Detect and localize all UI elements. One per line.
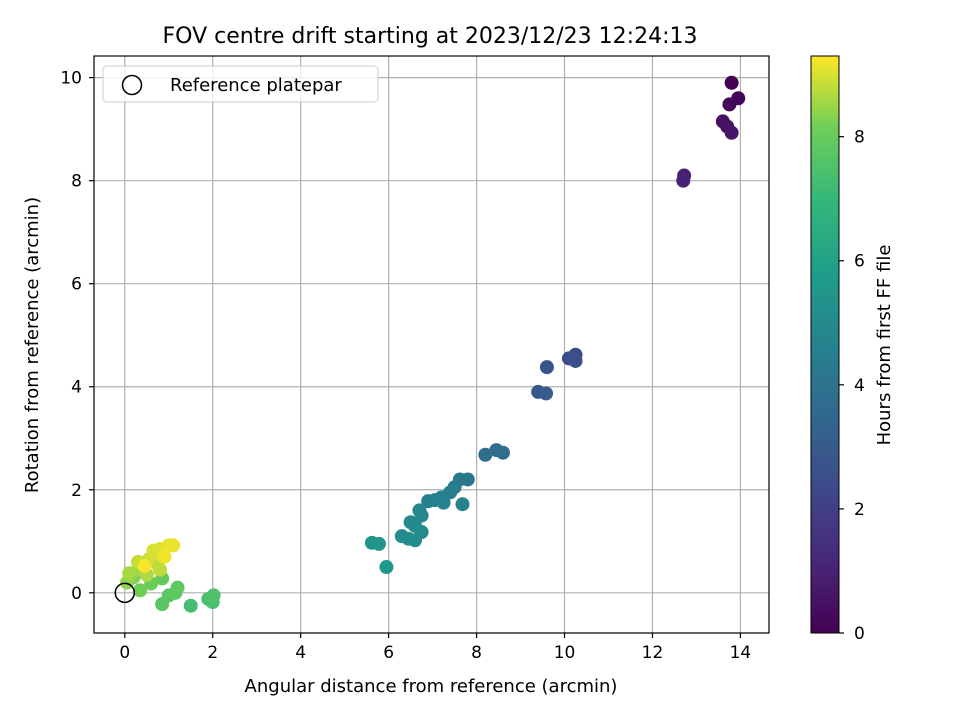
chart-title: FOV centre drift starting at 2023/12/23 … xyxy=(163,24,698,49)
scatter-point xyxy=(371,536,386,551)
scatter-point xyxy=(539,386,554,401)
scatter-point xyxy=(183,598,198,613)
scatter-point xyxy=(137,559,152,574)
y-axis-label: Rotation from reference (arcmin) xyxy=(22,197,43,493)
scatter-point xyxy=(157,549,172,564)
scatter-point xyxy=(206,588,221,603)
scatter-point xyxy=(421,494,436,509)
scatter-point xyxy=(722,97,737,112)
x-axis-ticks: 0 2 4 6 8 10 12 14 xyxy=(119,633,751,663)
reference-marker xyxy=(114,582,136,604)
colorbar-tick-label: 4 xyxy=(854,376,865,396)
legend-box xyxy=(102,65,379,103)
scatter-point xyxy=(408,533,423,548)
x-tick-label: 6 xyxy=(383,643,394,663)
scatter-point xyxy=(724,75,739,90)
colorbar-label: Hours from first FF file xyxy=(874,245,895,446)
y-axis-ticks: 0 2 4 6 8 10 xyxy=(60,69,94,604)
scatter-point xyxy=(166,538,181,553)
x-axis-label: Angular distance from reference (arcmin) xyxy=(245,676,618,697)
x-tick-label: 10 xyxy=(554,643,576,663)
scatter-point xyxy=(436,495,451,510)
scatter-point xyxy=(379,560,394,575)
x-tick-label: 0 xyxy=(119,643,130,663)
scatter-point xyxy=(478,447,493,462)
legend-label-reference: Reference platepar xyxy=(170,75,342,96)
x-tick-label: 8 xyxy=(471,643,482,663)
scatter-point xyxy=(170,580,185,595)
x-tick-label: 14 xyxy=(730,643,752,663)
colorbar-gradient xyxy=(810,55,840,634)
x-tick-label: 2 xyxy=(207,643,218,663)
y-tick-label: 8 xyxy=(71,172,82,192)
scatter-point xyxy=(152,562,167,577)
scatter-point xyxy=(676,173,691,188)
y-tick-label: 6 xyxy=(71,275,82,295)
scatter-point xyxy=(495,445,510,460)
scatter-point xyxy=(455,497,470,512)
plot-frame xyxy=(93,55,770,634)
colorbar-tick-label: 8 xyxy=(854,128,865,148)
colorbar: 0 2 4 6 8 Hours from first FF file xyxy=(810,55,895,644)
scatter-point xyxy=(133,583,148,598)
scatter-point xyxy=(414,508,429,523)
legend-marker-reference xyxy=(121,74,143,96)
colorbar-tick-label: 6 xyxy=(854,252,865,272)
reference-point xyxy=(114,582,136,604)
colorbar-ticks: 0 2 4 6 8 xyxy=(839,128,865,644)
y-tick-label: 4 xyxy=(71,378,82,398)
data-points xyxy=(119,75,746,613)
x-tick-label: 12 xyxy=(642,643,664,663)
y-tick-label: 0 xyxy=(71,584,82,604)
colorbar-tick-label: 0 xyxy=(854,624,865,644)
colorbar-tick-label: 2 xyxy=(854,500,865,520)
y-tick-label: 2 xyxy=(71,481,82,501)
scatter-point xyxy=(122,566,137,581)
scatter-point xyxy=(724,125,739,140)
x-tick-label: 4 xyxy=(295,643,306,663)
y-tick-label: 10 xyxy=(60,69,82,89)
scatter-point xyxy=(539,360,554,375)
legend: Reference platepar xyxy=(102,65,379,103)
scatter-point xyxy=(568,353,583,368)
